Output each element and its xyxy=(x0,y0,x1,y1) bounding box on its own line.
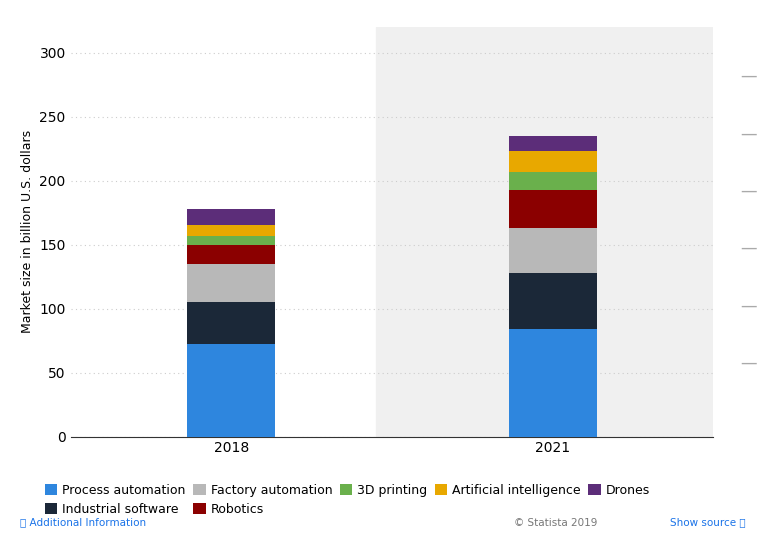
Bar xyxy=(187,245,275,264)
Bar xyxy=(376,27,721,437)
Text: —: — xyxy=(740,239,757,257)
Bar xyxy=(509,273,597,329)
Bar xyxy=(509,190,597,228)
Bar xyxy=(509,136,597,151)
Text: —: — xyxy=(740,296,757,314)
Text: —: — xyxy=(740,67,757,85)
Bar xyxy=(187,344,275,437)
Y-axis label: Market size in billion U.S. dollars: Market size in billion U.S. dollars xyxy=(20,130,34,333)
Bar xyxy=(509,171,597,190)
Bar xyxy=(509,329,597,437)
Legend: Process automation, Industrial software, Factory automation, Robotics, 3D printi: Process automation, Industrial software,… xyxy=(45,484,650,516)
Bar xyxy=(187,264,275,302)
Bar xyxy=(187,225,275,236)
Bar xyxy=(187,302,275,344)
Text: —: — xyxy=(740,354,757,372)
Text: ⓘ Additional Information: ⓘ Additional Information xyxy=(20,517,146,528)
Text: © Statista 2019: © Statista 2019 xyxy=(514,517,597,528)
Text: Show source ⓘ: Show source ⓘ xyxy=(670,517,746,528)
Text: —: — xyxy=(740,182,757,200)
Bar xyxy=(509,228,597,273)
Bar xyxy=(187,209,275,225)
Text: —: — xyxy=(740,125,757,142)
Bar xyxy=(509,151,597,171)
Bar xyxy=(187,236,275,245)
